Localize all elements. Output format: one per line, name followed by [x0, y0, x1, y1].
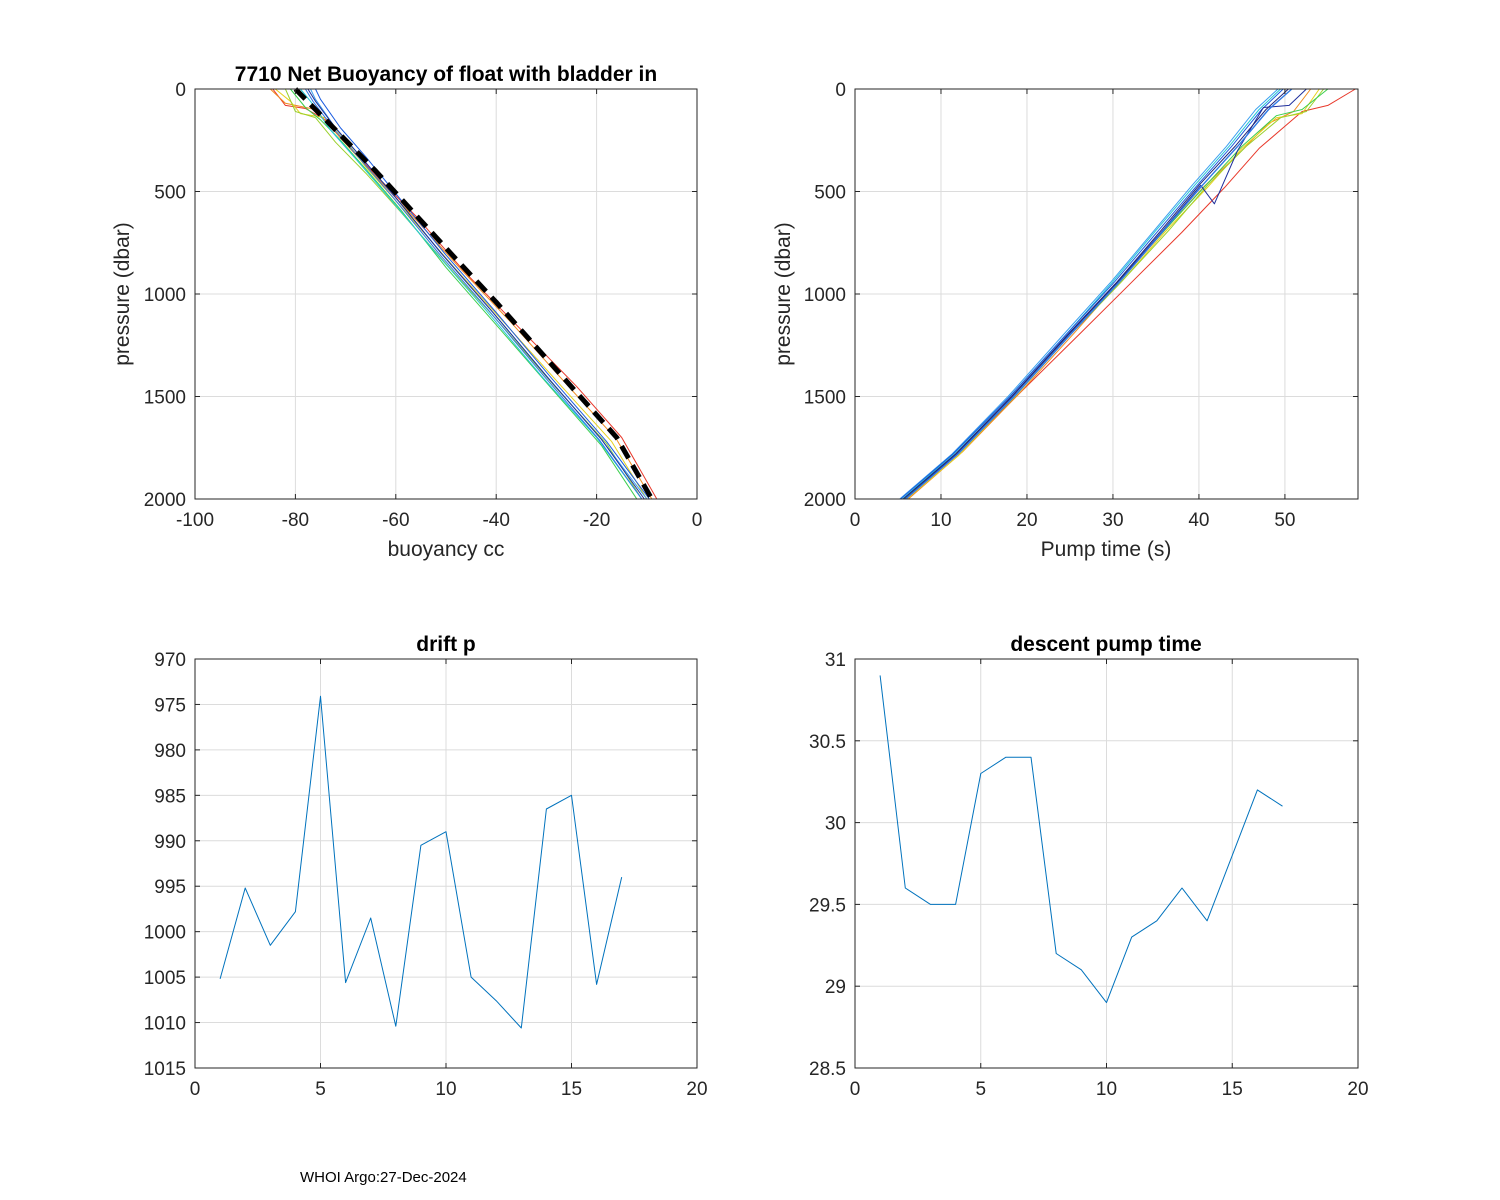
x-tick-label: 20 — [1347, 1079, 1368, 1100]
plot-title: 7710 Net Buoyancy of float with bladder … — [235, 63, 657, 86]
y-tick-label: 975 — [154, 695, 186, 716]
series-line-profile-blue — [315, 88, 650, 500]
y-tick-label: 29 — [825, 977, 846, 998]
series-line-profile-light-blue — [899, 88, 1279, 500]
x-tick-label: 40 — [1188, 510, 1209, 531]
x-tick-label: -80 — [282, 510, 309, 531]
y-tick-label: 1000 — [144, 923, 186, 944]
y-tick-label: 985 — [154, 786, 186, 807]
x-tick-label: -20 — [583, 510, 610, 531]
x-tick-label: 5 — [975, 1079, 986, 1100]
x-axis-label: buoyancy cc — [388, 538, 505, 561]
x-tick-label: -40 — [482, 510, 509, 531]
drift-pressure-plot: 0 5 10 15 2097097598098599099510001005101010… — [144, 633, 708, 1100]
x-tick-label: -60 — [382, 510, 409, 531]
x-tick-label: 20 — [1016, 510, 1037, 531]
y-tick-label: 28.5 — [809, 1059, 846, 1080]
x-tick-label: 15 — [561, 1079, 582, 1100]
y-tick-label: 1000 — [804, 285, 846, 306]
series-line-profile-dark-blue — [904, 88, 1307, 500]
series-line-profile-blue — [900, 88, 1284, 500]
y-tick-label: 1000 — [144, 285, 186, 306]
series-line-profile-navy — [902, 88, 1289, 500]
y-tick-label: 2000 — [804, 490, 846, 511]
y-tick-label: 30.5 — [809, 732, 846, 753]
series-line-profile-blue-2 — [905, 88, 1293, 500]
descent-pump-time-plot: 0 5 10 15 20 28.5 29 29.5 30 30.5 31 descent pump … — [809, 633, 1369, 1100]
y-tick-label: 980 — [154, 741, 186, 762]
y-tick-label: 1010 — [144, 1014, 186, 1035]
series-line-profile-red — [272, 88, 658, 500]
series-line-profile-dark-blue — [307, 88, 645, 500]
series-line-descent-pump-time — [879, 675, 1283, 1004]
footer-note: WHOI Argo:27-Dec-2024 — [300, 1169, 467, 1186]
x-tick-label: 50 — [1274, 510, 1295, 531]
y-tick-label: 500 — [154, 183, 186, 204]
y-tick-label: 0 — [835, 80, 846, 101]
series-line-model-fit — [293, 87, 654, 501]
x-tick-label: 30 — [1102, 510, 1123, 531]
x-tick-label: -100 — [176, 510, 214, 531]
y-tick-label: 970 — [154, 650, 186, 671]
y-tick-label: 500 — [814, 183, 846, 204]
y-tick-label: 2000 — [144, 490, 186, 511]
x-axis-label: Pump time (s) — [1041, 538, 1172, 561]
plot-title: descent pump time — [1010, 633, 1201, 656]
x-tick-label: 20 — [686, 1079, 707, 1100]
series-line-profile-red — [906, 88, 1356, 500]
y-axis-label: pressure (dbar) — [772, 222, 795, 366]
plot-title: drift p — [416, 633, 475, 656]
x-tick-label: 10 — [1096, 1079, 1117, 1100]
buoyancy-profile-plot: -100 -80 -60 -40 -20 0 0 500 1000 1500 2000 7710 N… — [111, 63, 702, 561]
x-tick-label: 0 — [850, 1079, 861, 1100]
y-tick-label: 1500 — [144, 388, 186, 409]
y-tick-label: 990 — [154, 832, 186, 853]
y-tick-label: 31 — [825, 650, 846, 671]
y-axis-label: pressure (dbar) — [111, 222, 134, 366]
y-tick-label: 1015 — [144, 1059, 186, 1080]
x-tick-label: 5 — [315, 1079, 326, 1100]
y-tick-label: 1005 — [144, 968, 186, 989]
x-tick-label: 15 — [1222, 1079, 1243, 1100]
series-line-profile-cyan — [300, 88, 643, 500]
series-line-profile-blue-2 — [304, 88, 643, 500]
x-tick-label: 0 — [692, 510, 703, 531]
y-tick-label: 0 — [175, 80, 186, 101]
x-tick-label: 0 — [850, 510, 861, 531]
y-tick-label: 30 — [825, 814, 846, 835]
y-tick-label: 995 — [154, 877, 186, 898]
series-line-drift-p — [219, 695, 623, 1029]
x-tick-label: 10 — [435, 1079, 456, 1100]
x-tick-label: 10 — [930, 510, 951, 531]
y-tick-label: 1500 — [804, 388, 846, 409]
y-tick-label: 29.5 — [809, 895, 846, 916]
x-tick-label: 0 — [190, 1079, 201, 1100]
series-line-profile-green — [290, 88, 638, 500]
